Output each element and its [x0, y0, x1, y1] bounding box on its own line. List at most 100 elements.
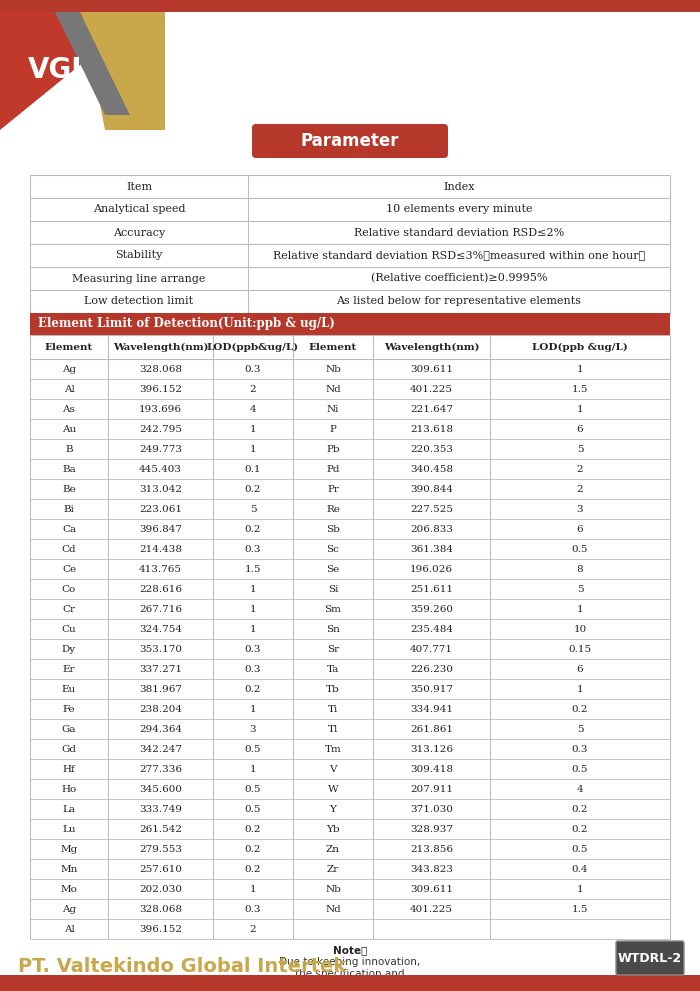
Polygon shape: [80, 0, 165, 130]
Text: Tl: Tl: [328, 724, 338, 733]
Text: Mo: Mo: [61, 885, 78, 894]
Text: As listed below for representative elements: As listed below for representative eleme…: [337, 296, 582, 306]
Text: Fe: Fe: [63, 705, 76, 714]
Text: Ga: Ga: [62, 724, 76, 733]
Text: Y: Y: [330, 805, 337, 814]
Text: 257.610: 257.610: [139, 864, 182, 873]
Text: PT. Valtekindo Global Intertek: PT. Valtekindo Global Intertek: [18, 957, 346, 976]
Text: WTDRL-2: WTDRL-2: [618, 951, 682, 964]
Text: 228.616: 228.616: [139, 585, 182, 594]
Text: 1: 1: [250, 764, 256, 774]
Text: 324.754: 324.754: [139, 624, 182, 633]
Text: Se: Se: [326, 565, 340, 574]
Text: 0.2: 0.2: [245, 844, 261, 853]
Text: Item: Item: [126, 181, 152, 191]
Text: Parameter: Parameter: [301, 132, 399, 150]
Text: Ta: Ta: [327, 665, 340, 674]
FancyBboxPatch shape: [616, 941, 684, 975]
Text: 328.068: 328.068: [139, 365, 182, 374]
Text: Ag: Ag: [62, 905, 76, 914]
Text: Relative standard deviation RSD≤3%（measured within one hour）: Relative standard deviation RSD≤3%（measu…: [273, 251, 645, 261]
Text: 220.353: 220.353: [410, 445, 453, 454]
Text: 1: 1: [250, 885, 256, 894]
Text: Ca: Ca: [62, 524, 76, 533]
Text: Al: Al: [64, 385, 74, 393]
Text: 5: 5: [250, 504, 256, 513]
Text: 1: 1: [577, 685, 583, 694]
Text: 267.716: 267.716: [139, 605, 182, 613]
Text: V: V: [329, 764, 337, 774]
Polygon shape: [0, 0, 160, 130]
Text: 3: 3: [577, 504, 583, 513]
Text: 221.647: 221.647: [410, 404, 453, 413]
Text: 0.2: 0.2: [245, 825, 261, 833]
Text: 2: 2: [250, 385, 256, 393]
Text: Mn: Mn: [60, 864, 78, 873]
Text: 0.5: 0.5: [245, 805, 261, 814]
Text: 261.542: 261.542: [139, 825, 182, 833]
Text: 226.230: 226.230: [410, 665, 453, 674]
Text: Ti: Ti: [328, 705, 338, 714]
Text: 207.911: 207.911: [410, 785, 453, 794]
Text: 359.260: 359.260: [410, 605, 453, 613]
Text: 1: 1: [250, 705, 256, 714]
Text: 401.225: 401.225: [410, 905, 453, 914]
Text: 261.861: 261.861: [410, 724, 453, 733]
Text: 328.937: 328.937: [410, 825, 453, 833]
Text: 4: 4: [577, 785, 583, 794]
Text: 342.247: 342.247: [139, 744, 182, 753]
Text: 0.4: 0.4: [572, 864, 588, 873]
Bar: [0, 0, 700, 12]
Text: 313.126: 313.126: [410, 744, 453, 753]
Text: 213.856: 213.856: [410, 844, 453, 853]
Text: Element: Element: [309, 343, 357, 352]
Text: 0.2: 0.2: [245, 524, 261, 533]
Text: Pd: Pd: [326, 465, 340, 474]
Text: 0.2: 0.2: [572, 805, 588, 814]
Text: Cu: Cu: [62, 624, 76, 633]
Text: 309.611: 309.611: [410, 885, 453, 894]
Text: 0.3: 0.3: [245, 905, 261, 914]
Text: 214.438: 214.438: [139, 544, 182, 554]
Text: Bi: Bi: [64, 504, 74, 513]
Bar: [0, 975, 700, 991]
Text: 413.765: 413.765: [139, 565, 182, 574]
Text: Zn: Zn: [326, 844, 340, 853]
Text: 1.5: 1.5: [245, 565, 261, 574]
Text: 1: 1: [577, 404, 583, 413]
Text: 0.5: 0.5: [572, 764, 588, 774]
Text: 0.5: 0.5: [245, 744, 261, 753]
Text: Eu: Eu: [62, 685, 76, 694]
Text: Relative standard deviation RSD≤2%: Relative standard deviation RSD≤2%: [354, 228, 564, 238]
Text: Stability: Stability: [116, 251, 162, 261]
Text: 2: 2: [577, 485, 583, 494]
Text: 5: 5: [577, 445, 583, 454]
Text: 1: 1: [577, 365, 583, 374]
Text: 2: 2: [577, 465, 583, 474]
Text: Accuracy: Accuracy: [113, 228, 165, 238]
Text: 343.823: 343.823: [410, 864, 453, 873]
FancyBboxPatch shape: [252, 124, 448, 158]
Text: 381.967: 381.967: [139, 685, 182, 694]
Text: Re: Re: [326, 504, 340, 513]
Text: 445.403: 445.403: [139, 465, 182, 474]
Text: Pr: Pr: [327, 485, 339, 494]
Text: 309.611: 309.611: [410, 365, 453, 374]
Text: 0.5: 0.5: [245, 785, 261, 794]
Bar: [30, 313, 670, 335]
Text: 1.5: 1.5: [572, 905, 588, 914]
Text: 10: 10: [573, 624, 587, 633]
Text: Gd: Gd: [62, 744, 76, 753]
Text: Mg: Mg: [60, 844, 78, 853]
Text: 4: 4: [250, 404, 256, 413]
Text: B: B: [65, 445, 73, 454]
Text: 249.773: 249.773: [139, 445, 182, 454]
Polygon shape: [55, 12, 130, 115]
Text: 0.15: 0.15: [568, 644, 592, 653]
Text: 1.5: 1.5: [572, 385, 588, 393]
Text: W: W: [328, 785, 338, 794]
Text: (Relative coefficient)≥0.9995%: (Relative coefficient)≥0.9995%: [371, 274, 547, 283]
Text: 353.170: 353.170: [139, 644, 182, 653]
Text: 227.525: 227.525: [410, 504, 453, 513]
Text: Nb: Nb: [325, 365, 341, 374]
